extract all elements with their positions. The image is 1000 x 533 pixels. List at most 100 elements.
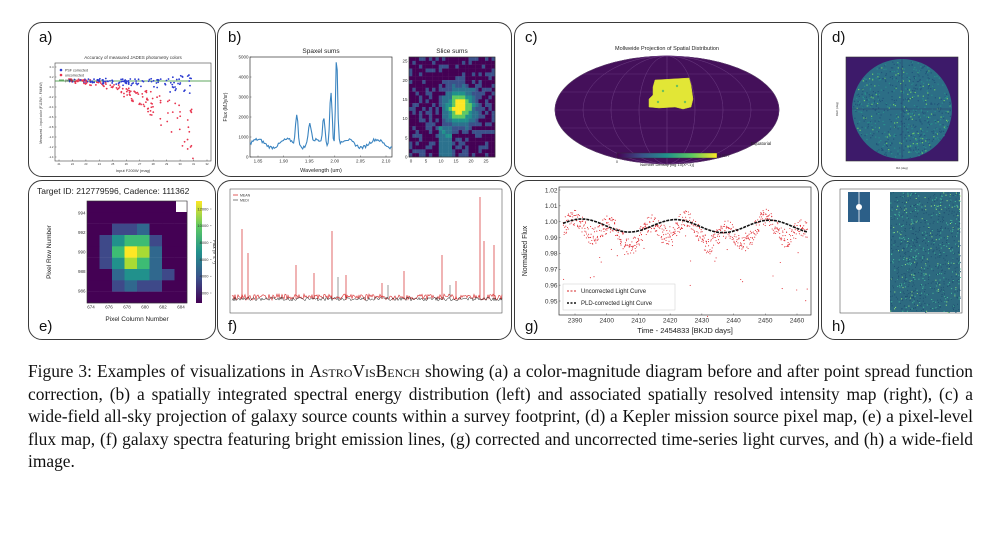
- cmd-point: [174, 86, 176, 88]
- cmd-title: Accuracy of measured JADES photometry co…: [84, 55, 182, 60]
- uncorrected-point: [663, 229, 665, 231]
- uncorrected-point: [638, 240, 640, 242]
- uncorrected-point: [755, 234, 757, 236]
- uncorrected-point: [715, 231, 717, 233]
- uncorrected-point: [577, 214, 579, 216]
- uncorrected-point: [677, 227, 679, 230]
- cmd-point: [169, 91, 172, 93]
- cmd-point: [190, 108, 193, 111]
- uncorrected-point: [786, 238, 789, 241]
- uncorrected-point: [721, 226, 723, 228]
- uncorrected-point: [589, 242, 591, 244]
- spectrum-plot: Spaxel sums 1.85 1.90 1.95 2.00 2.05 2.10 500…: [223, 48, 496, 174]
- cmd-point: [160, 124, 162, 126]
- uncorrected-point: [773, 231, 775, 233]
- uncorrected-point: [714, 260, 716, 262]
- uncorrected-point: [754, 233, 756, 235]
- uncorrected-point: [738, 247, 740, 249]
- tick-label: 21: [57, 162, 61, 166]
- uncorrected-point: [647, 231, 649, 233]
- uncorrected-point: [633, 236, 635, 238]
- tick-label: -0.6: [49, 115, 54, 119]
- cmd-point: [168, 99, 171, 102]
- cmd-point: [79, 79, 82, 81]
- uncorrected-point: [610, 219, 612, 221]
- cmd-point: [140, 103, 143, 106]
- uncorrected-point: [653, 218, 655, 220]
- uncorrected-point: [741, 237, 743, 239]
- uncorrected-point: [741, 245, 743, 247]
- uncorrected-point: [741, 248, 743, 250]
- uncorrected-point: [680, 227, 683, 230]
- uncorrected-point: [644, 223, 646, 225]
- uncorrected-point: [757, 219, 759, 221]
- uncorrected-point: [715, 257, 717, 259]
- uncorrected-point: [638, 244, 640, 246]
- tick-label: 0.0: [50, 85, 54, 89]
- tick-label: 0.95: [545, 298, 558, 305]
- uncorrected-point: [752, 231, 754, 233]
- cmd-point: [145, 89, 148, 92]
- uncorrected-point: [669, 236, 671, 238]
- cmd-point: [150, 114, 153, 116]
- uncorrected-point: [747, 237, 749, 239]
- cmd-point: [186, 148, 189, 150]
- tick-label: 26: [125, 162, 129, 166]
- svg-text:2.0277: 2.0277: [719, 154, 730, 158]
- panel-g: g) 2390 2400 2410 2420 2430 2440 2450 2460 1.02…: [514, 180, 819, 340]
- uncorrected-point: [689, 219, 691, 221]
- uncorrected-point: [790, 239, 792, 241]
- uncorrected-point: [793, 224, 795, 226]
- uncorrected-point: [790, 235, 792, 237]
- uncorrected-point: [686, 224, 688, 226]
- uncorrected-point: [669, 226, 671, 228]
- uncorrected-point: [760, 214, 762, 216]
- uncorrected-point: [698, 227, 701, 229]
- uncorrected-point: [601, 225, 603, 227]
- slice-sums-image: [409, 57, 496, 158]
- uncorrected-point: [689, 213, 692, 215]
- uncorrected-point: [628, 245, 630, 247]
- uncorrected-point: [685, 211, 688, 213]
- svg-text:perfect: perfect: [65, 79, 76, 83]
- cmd-point: [137, 82, 140, 85]
- uncorrected-point: [781, 288, 783, 290]
- uncorrected-point: [592, 243, 594, 245]
- uncorrected-point: [722, 235, 725, 237]
- uncorrected-point: [790, 241, 792, 243]
- uncorrected-point: [583, 225, 585, 227]
- cmd-point: [151, 97, 154, 100]
- uncorrected-point: [597, 226, 599, 228]
- uncorrected-point: [770, 213, 772, 215]
- uncorrected-point: [614, 223, 616, 225]
- cmd-point: [109, 84, 112, 87]
- uncorrected-point: [593, 239, 595, 241]
- panel-f: f) MEAN MEDI: [217, 180, 512, 340]
- uncorrected-point: [640, 239, 642, 241]
- uncorrected-point: [746, 236, 748, 238]
- uncorrected-point: [641, 239, 643, 241]
- uncorrected-point: [696, 231, 698, 233]
- cmd-point: [150, 80, 153, 83]
- spectrum-yticks: 5000 4000 3000 2000 1000 0: [238, 55, 252, 160]
- uncorrected-point: [663, 234, 665, 236]
- tick-label: 2400: [599, 318, 614, 325]
- cmd-point: [171, 83, 174, 86]
- uncorrected-point: [788, 243, 790, 245]
- tick-label: 1.00: [545, 219, 558, 226]
- cmd-point: [94, 84, 97, 86]
- uncorrected-point: [665, 233, 667, 235]
- galaxy-spectra-plot: MEAN MEDI: [229, 188, 503, 314]
- uncorrected-point: [622, 248, 624, 250]
- tick-label: 20: [468, 159, 474, 164]
- uncorrected-point: [662, 231, 664, 233]
- uncorrected-point: [614, 222, 616, 224]
- uncorrected-point: [616, 234, 618, 236]
- uncorrected-point: [711, 250, 713, 252]
- uncorrected-point: [689, 217, 691, 219]
- uncorrected-point: [782, 230, 784, 232]
- uncorrected-point: [628, 246, 630, 248]
- uncorrected-point: [632, 246, 634, 248]
- uncorrected-point: [674, 233, 676, 235]
- uncorrected-point: [797, 252, 799, 254]
